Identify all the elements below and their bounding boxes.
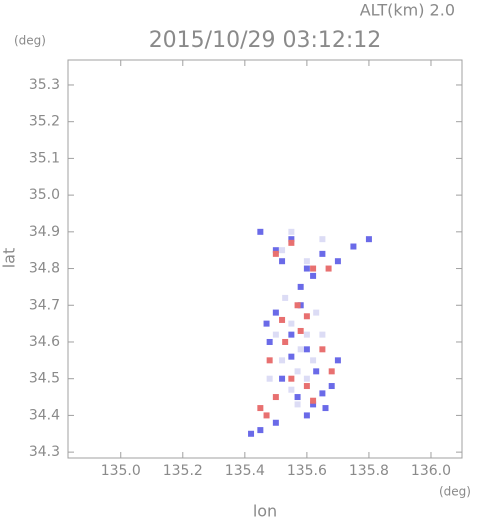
data-point xyxy=(288,331,295,338)
data-point xyxy=(319,390,326,397)
data-point xyxy=(322,405,329,412)
chart-title: 2015/10/29 03:12:12 xyxy=(149,28,382,53)
data-point xyxy=(365,236,372,243)
data-point xyxy=(288,320,295,327)
data-point xyxy=(319,250,326,257)
data-point xyxy=(288,236,295,243)
data-point xyxy=(272,331,279,338)
data-point xyxy=(272,394,279,401)
data-point xyxy=(303,258,310,265)
data-point xyxy=(272,250,279,257)
y-tick-label: 34.8 xyxy=(29,261,60,277)
data-point xyxy=(319,346,326,353)
data-point xyxy=(313,368,320,375)
data-point xyxy=(279,316,286,323)
x-tick-label: 135.8 xyxy=(349,463,389,479)
data-point xyxy=(288,239,295,246)
data-point xyxy=(248,430,255,437)
x-tick-label: 135.2 xyxy=(163,463,203,479)
plot-frame xyxy=(67,59,463,459)
data-point xyxy=(303,313,310,320)
data-point xyxy=(294,302,301,309)
data-point xyxy=(288,375,295,382)
y-axis-label: lat xyxy=(0,248,19,269)
data-point xyxy=(294,401,301,408)
data-point xyxy=(288,386,295,393)
data-point xyxy=(303,375,310,382)
data-point xyxy=(257,405,264,412)
data-point xyxy=(310,357,317,364)
data-point xyxy=(297,346,304,353)
data-point xyxy=(310,272,317,279)
y-tick-label: 35.0 xyxy=(29,187,60,203)
data-point xyxy=(334,258,341,265)
data-point xyxy=(310,397,317,404)
data-point xyxy=(266,375,273,382)
data-point xyxy=(325,265,332,272)
data-point xyxy=(303,383,310,390)
data-point xyxy=(303,412,310,419)
altitude-label: ALT(km) 2.0 xyxy=(360,1,455,20)
data-point xyxy=(282,294,289,301)
x-tick-label: 136.0 xyxy=(411,463,451,479)
data-point xyxy=(266,357,273,364)
data-point xyxy=(272,309,279,316)
y-tick-label: 34.5 xyxy=(29,371,60,387)
data-point xyxy=(319,236,326,243)
data-point xyxy=(297,302,304,309)
data-point xyxy=(288,228,295,235)
data-point xyxy=(319,331,326,338)
x-unit: (deg) xyxy=(439,485,471,499)
data-point xyxy=(303,265,310,272)
y-tick-label: 34.6 xyxy=(29,334,60,350)
y-tick-label: 35.2 xyxy=(29,114,60,130)
data-point xyxy=(294,394,301,401)
y-tick-label: 34.3 xyxy=(29,444,60,460)
data-point xyxy=(279,258,286,265)
y-tick-label: 34.9 xyxy=(29,224,60,240)
y-unit: (deg) xyxy=(14,34,46,48)
data-point xyxy=(266,338,273,345)
data-point xyxy=(350,243,357,250)
x-tick-label: 135.4 xyxy=(225,463,265,479)
data-point xyxy=(334,357,341,364)
data-point xyxy=(303,346,310,353)
data-point xyxy=(282,338,289,345)
data-point xyxy=(279,357,286,364)
x-axis-label: lon xyxy=(253,502,277,521)
data-point xyxy=(272,419,279,426)
y-tick-label: 34.4 xyxy=(29,407,60,423)
y-tick-label: 35.3 xyxy=(29,77,60,93)
data-point xyxy=(294,368,301,375)
data-point xyxy=(279,375,286,382)
data-point xyxy=(297,327,304,334)
data-point xyxy=(257,427,264,434)
x-tick-label: 135.0 xyxy=(101,463,141,479)
data-point xyxy=(279,247,286,254)
y-tick-label: 35.1 xyxy=(29,150,60,166)
data-point xyxy=(263,320,270,327)
data-point xyxy=(272,247,279,254)
data-point xyxy=(257,228,264,235)
data-point xyxy=(288,353,295,360)
data-point xyxy=(313,309,320,316)
data-point xyxy=(263,412,270,419)
data-point xyxy=(328,383,335,390)
data-point xyxy=(303,331,310,338)
x-tick-label: 135.6 xyxy=(287,463,327,479)
data-point xyxy=(328,368,335,375)
data-point xyxy=(310,265,317,272)
y-tick-label: 34.7 xyxy=(29,297,60,313)
data-point xyxy=(310,401,317,408)
data-point xyxy=(297,283,304,290)
